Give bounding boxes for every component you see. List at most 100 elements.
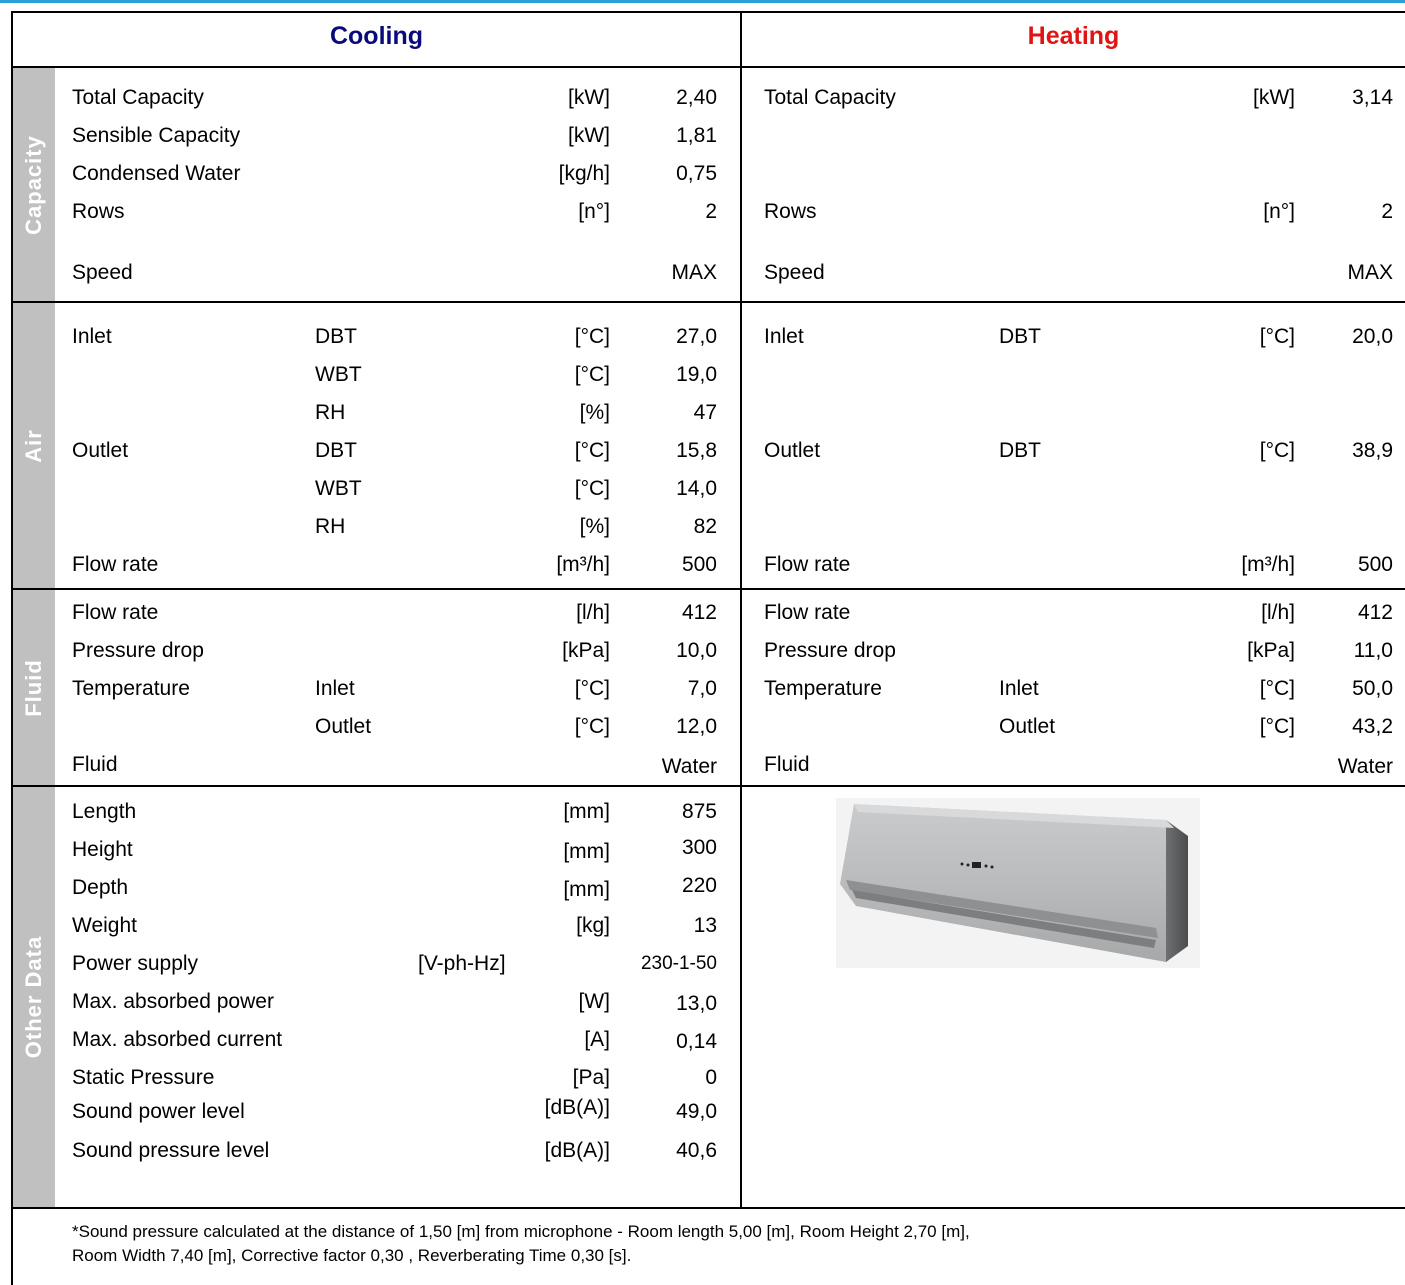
cooling-cap-unit: [kW] bbox=[568, 86, 610, 109]
heating-air-sub: DBT bbox=[999, 325, 1041, 348]
cooling-air-value: 500 bbox=[681, 553, 717, 576]
section-label-air: Air bbox=[21, 428, 46, 463]
cooling-air-unit: [°C] bbox=[574, 477, 610, 500]
cooling-header: Cooling bbox=[329, 22, 424, 50]
divider-header bbox=[11, 66, 1405, 68]
cooling-cap-label: Rows bbox=[72, 200, 125, 223]
other-unit: [mm] bbox=[563, 878, 610, 901]
divider-footer bbox=[11, 1207, 1405, 1209]
cooling-air-label: Inlet bbox=[72, 325, 112, 348]
other-value: 875 bbox=[681, 800, 717, 823]
cooling-fluid-value: 10,0 bbox=[676, 639, 717, 662]
heating-fluid-label: Fluid bbox=[764, 753, 810, 776]
divider-capacity bbox=[11, 301, 1405, 303]
heating-fluid-label: Pressure drop bbox=[764, 639, 896, 662]
cooling-cap-unit: [kW] bbox=[568, 124, 610, 147]
other-label: Max. absorbed current bbox=[72, 1028, 283, 1051]
cooling-air-unit: [°C] bbox=[574, 325, 610, 348]
other-unit: [W] bbox=[578, 990, 611, 1013]
section-band-capacity: Capacity bbox=[13, 68, 55, 301]
cooling-fluid-value: 7,0 bbox=[687, 677, 717, 700]
cooling-cap-value: 2 bbox=[705, 200, 717, 223]
heating-cap-label: Speed bbox=[764, 261, 825, 284]
section-label-fluid: Fluid bbox=[21, 658, 46, 717]
heating-cap-value: MAX bbox=[1347, 261, 1393, 284]
divider-center bbox=[740, 11, 742, 1209]
other-unit: [kg] bbox=[576, 914, 610, 937]
heating-cap-unit: [kW] bbox=[1253, 86, 1295, 109]
other-value: 13,0 bbox=[676, 992, 717, 1015]
cooling-cap-unit: [kg/h] bbox=[558, 162, 610, 185]
cooling-fluid-unit: [°C] bbox=[574, 715, 610, 738]
cooling-air-value: 15,8 bbox=[676, 439, 717, 462]
heating-air-value: 38,9 bbox=[1352, 439, 1393, 462]
other-value: 220 bbox=[681, 874, 717, 897]
cooling-air-value: 19,0 bbox=[676, 363, 717, 386]
heating-cap-value: 3,14 bbox=[1352, 86, 1393, 109]
heating-fluid-unit: [°C] bbox=[1259, 677, 1295, 700]
heating-air-unit: [°C] bbox=[1259, 325, 1295, 348]
heating-fluid-value: 412 bbox=[1357, 601, 1393, 624]
cooling-air-sub: DBT bbox=[315, 325, 357, 348]
cooling-air-value: 27,0 bbox=[676, 325, 717, 348]
cooling-fluid-value: Water bbox=[661, 755, 717, 778]
cooling-fluid-label: Flow rate bbox=[72, 601, 159, 624]
section-label-other: Other Data bbox=[21, 935, 46, 1059]
cooling-air-sub: RH bbox=[315, 401, 346, 424]
cooling-cap-unit: [n°] bbox=[578, 200, 610, 223]
heating-cap-value: 2 bbox=[1381, 200, 1393, 223]
other-unit: [A] bbox=[584, 1028, 610, 1051]
heating-fluid-label: Temperature bbox=[764, 677, 882, 700]
cooling-cap-label: Condensed Water bbox=[72, 162, 241, 185]
other-value: 40,6 bbox=[676, 1139, 717, 1162]
cooling-fluid-label: Pressure drop bbox=[72, 639, 204, 662]
other-value: 13 bbox=[693, 914, 717, 937]
heating-fluid-unit: [kPa] bbox=[1247, 639, 1295, 662]
heating-air-label: Flow rate bbox=[764, 553, 851, 576]
cooling-fluid-label: Temperature bbox=[72, 677, 190, 700]
cooling-fluid-unit: [l/h] bbox=[576, 601, 610, 624]
divider-fluid bbox=[11, 785, 1405, 787]
heating-fluid-unit: [°C] bbox=[1259, 715, 1295, 738]
cooling-air-value: 82 bbox=[693, 515, 717, 538]
heating-air-label: Outlet bbox=[764, 439, 821, 462]
cooling-cap-value: 0,75 bbox=[676, 162, 717, 185]
section-band-air: Air bbox=[13, 303, 55, 588]
heating-fluid-value: Water bbox=[1337, 755, 1393, 778]
cooling-air-unit: [%] bbox=[579, 401, 610, 424]
cooling-fluid-value: 12,0 bbox=[676, 715, 717, 738]
other-label: Height bbox=[72, 838, 133, 861]
heating-fluid-value: 11,0 bbox=[1353, 639, 1393, 662]
other-label: Weight bbox=[72, 914, 137, 937]
top-accent-line bbox=[0, 0, 1405, 3]
section-band-fluid: Fluid bbox=[13, 590, 55, 785]
other-unit: [Pa] bbox=[572, 1066, 610, 1089]
cooling-fluid-sub: Inlet bbox=[315, 677, 355, 700]
air-conditioner-unit-image bbox=[836, 798, 1200, 968]
cooling-air-unit: [%] bbox=[579, 515, 610, 538]
cooling-fluid-value: 412 bbox=[681, 601, 717, 624]
other-label: Max. absorbed power bbox=[72, 990, 274, 1013]
cooling-cap-value: 1,81 bbox=[676, 124, 717, 147]
other-value: 0,14 bbox=[676, 1030, 717, 1053]
other-unit: [V-ph-Hz] bbox=[418, 952, 506, 975]
other-unit: [dB(A)] bbox=[544, 1096, 610, 1119]
cooling-air-sub: WBT bbox=[315, 363, 362, 386]
cooling-air-unit: [m³/h] bbox=[556, 553, 610, 576]
heating-air-unit: [m³/h] bbox=[1241, 553, 1295, 576]
divider-air bbox=[11, 588, 1405, 590]
other-unit: [mm] bbox=[563, 800, 610, 823]
heating-fluid-sub: Outlet bbox=[999, 715, 1056, 738]
other-value: 230-1-50 bbox=[640, 953, 717, 974]
heating-header: Heating bbox=[1027, 22, 1120, 50]
cooling-air-unit: [°C] bbox=[574, 363, 610, 386]
other-value: 49,0 bbox=[676, 1100, 717, 1123]
cooling-air-value: 47 bbox=[693, 401, 717, 424]
cooling-cap-label: Speed bbox=[72, 261, 133, 284]
cooling-air-sub: RH bbox=[315, 515, 346, 538]
other-value: 0 bbox=[705, 1066, 717, 1089]
cooling-air-label: Flow rate bbox=[72, 553, 159, 576]
cooling-air-label: Outlet bbox=[72, 439, 129, 462]
footnote-line-2: Room Width 7,40 [m], Corrective factor 0… bbox=[72, 1246, 632, 1265]
other-label: Power supply bbox=[72, 952, 199, 975]
